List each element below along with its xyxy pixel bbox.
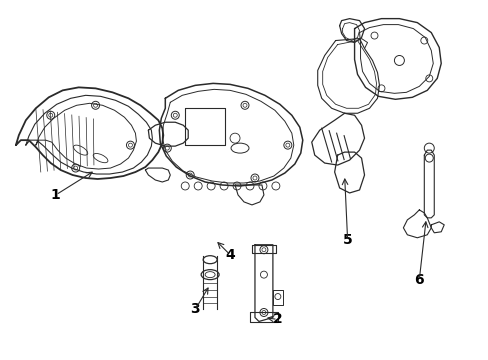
Text: 4: 4 [224, 248, 234, 262]
Text: 1: 1 [51, 188, 61, 202]
Text: 6: 6 [414, 273, 423, 287]
Text: 5: 5 [342, 233, 352, 247]
Text: 2: 2 [272, 312, 282, 327]
Text: 3: 3 [190, 302, 200, 316]
